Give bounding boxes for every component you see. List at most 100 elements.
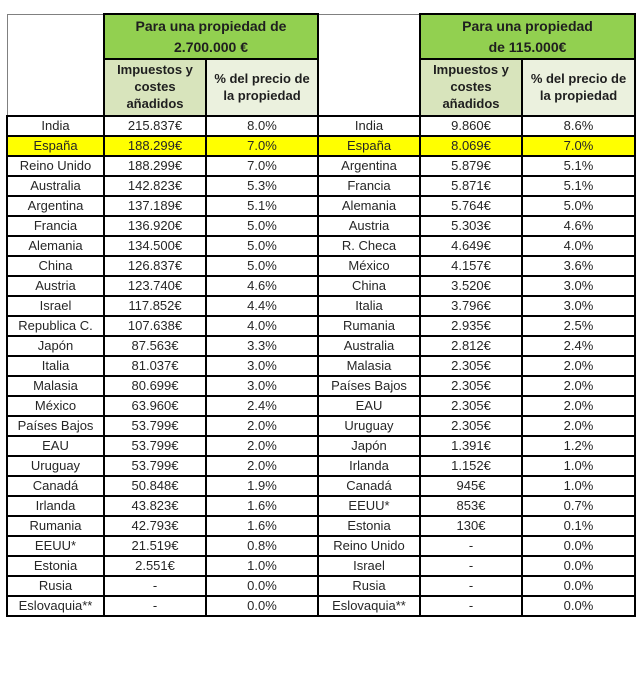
left-taxes-cell: 53.799€ bbox=[103, 435, 207, 457]
right-percent-cell: 8.6% bbox=[521, 115, 636, 137]
table-body: India 215.837€ 8.0% India 9.860€ 8.6% España 18… bbox=[6, 115, 636, 617]
left-percent-column-header: % del precio de la propiedad bbox=[205, 58, 319, 117]
table-row: Rusia -0.0% Rusia -0.0% bbox=[6, 575, 636, 597]
table-row: Estonia 2.551€ 1.0% Israel -0.0% bbox=[6, 555, 636, 577]
left-taxes-cell: 53.799€ bbox=[103, 415, 207, 437]
left-taxes-cell: 134.500€ bbox=[103, 235, 207, 257]
right-taxes-cell: 2.812€ bbox=[419, 335, 523, 357]
left-country-cell: Austria bbox=[6, 275, 105, 297]
table-row: Alemania 134.500€ 5.0% R. Checa 4.649€ 4.0% bbox=[6, 235, 636, 257]
right-country-cell: Malasia bbox=[317, 355, 421, 377]
table-row: México 63.960€ 2.4% EAU 2.305€ 2.0% bbox=[6, 395, 636, 417]
left-taxes-cell: 21.519€ bbox=[103, 535, 207, 557]
left-table-title: Para una propiedad de 2.700.000 € bbox=[103, 13, 319, 60]
left-taxes-cell: 63.960€ bbox=[103, 395, 207, 417]
table-row: Reino Unido 188.299€ 7.0% Argentina 5.879€ 5.… bbox=[6, 155, 636, 177]
left-country-cell: Alemania bbox=[6, 235, 105, 257]
right-percent-cell: 7.0% bbox=[521, 135, 636, 157]
left-country-cell: Uruguay bbox=[6, 455, 105, 477]
table-row: India 215.837€ 8.0% India 9.860€ 8.6% bbox=[6, 115, 636, 137]
right-taxes-cell: 8.069€ bbox=[419, 135, 523, 157]
left-taxes-cell: 43.823€ bbox=[103, 495, 207, 517]
left-country-cell: India bbox=[6, 115, 105, 137]
right-percent-cell: 5.0% bbox=[521, 195, 636, 217]
right-country-cell: Francia bbox=[317, 175, 421, 197]
left-percent-cell: 0.0% bbox=[205, 575, 319, 597]
right-taxes-cell: 853€ bbox=[419, 495, 523, 517]
left-percent-cell: 0.0% bbox=[205, 595, 319, 617]
left-country-cell: EEUU* bbox=[6, 535, 105, 557]
right-country-cell: Alemania bbox=[317, 195, 421, 217]
right-taxes-cell: 945€ bbox=[419, 475, 523, 497]
left-country-cell: Israel bbox=[6, 295, 105, 317]
right-taxes-cell: - bbox=[419, 535, 523, 557]
left-percent-cell: 5.0% bbox=[205, 235, 319, 257]
left-percent-cell: 3.0% bbox=[205, 375, 319, 397]
left-country-cell: España bbox=[6, 135, 105, 157]
sub-header-row: Impuestos y costes añadidos % del precio… bbox=[7, 58, 636, 117]
table-row: Uruguay 53.799€ 2.0% Irlanda 1.152€ 1.0% bbox=[6, 455, 636, 477]
left-country-cell: Canadá bbox=[6, 475, 105, 497]
right-taxes-cell: 5.303€ bbox=[419, 215, 523, 237]
left-taxes-cell: 123.740€ bbox=[103, 275, 207, 297]
left-percent-cell: 4.4% bbox=[205, 295, 319, 317]
left-taxes-cell: 137.189€ bbox=[103, 195, 207, 217]
right-percent-column-header: % del precio de la propiedad bbox=[521, 58, 636, 117]
empty-corner-cell bbox=[6, 13, 105, 117]
right-taxes-cell: 3.796€ bbox=[419, 295, 523, 317]
left-country-cell: Rumania bbox=[6, 515, 105, 537]
right-taxes-cell: 4.157€ bbox=[419, 255, 523, 277]
left-country-cell: Republica C. bbox=[6, 315, 105, 337]
right-country-cell: Canadá bbox=[317, 475, 421, 497]
right-country-cell: China bbox=[317, 275, 421, 297]
left-taxes-cell: 142.823€ bbox=[103, 175, 207, 197]
left-country-cell: Italia bbox=[6, 355, 105, 377]
left-percent-cell: 3.3% bbox=[205, 335, 319, 357]
left-country-cell: Irlanda bbox=[6, 495, 105, 517]
left-taxes-cell: 80.699€ bbox=[103, 375, 207, 397]
right-percent-cell: 2.0% bbox=[521, 355, 636, 377]
right-percent-cell: 1.0% bbox=[521, 475, 636, 497]
right-percent-cell: 0.0% bbox=[521, 595, 636, 617]
right-taxes-cell: 4.649€ bbox=[419, 235, 523, 257]
left-taxes-cell: 188.299€ bbox=[103, 135, 207, 157]
right-percent-cell: 5.1% bbox=[521, 175, 636, 197]
right-taxes-cell: 9.860€ bbox=[419, 115, 523, 137]
right-taxes-cell: 5.764€ bbox=[419, 195, 523, 217]
left-taxes-cell: 2.551€ bbox=[103, 555, 207, 577]
left-percent-cell: 2.0% bbox=[205, 415, 319, 437]
right-country-cell: R. Checa bbox=[317, 235, 421, 257]
right-country-cell: España bbox=[317, 135, 421, 157]
right-country-cell: EEUU* bbox=[317, 495, 421, 517]
right-percent-cell: 0.1% bbox=[521, 515, 636, 537]
left-taxes-cell: 188.299€ bbox=[103, 155, 207, 177]
left-taxes-cell: - bbox=[103, 595, 207, 617]
left-country-cell: Reino Unido bbox=[6, 155, 105, 177]
left-percent-cell: 1.6% bbox=[205, 515, 319, 537]
left-taxes-cell: 53.799€ bbox=[103, 455, 207, 477]
left-percent-cell: 1.9% bbox=[205, 475, 319, 497]
right-percent-cell: 0.0% bbox=[521, 575, 636, 597]
table-row: EAU 53.799€ 2.0% Japón 1.391€ 1.2% bbox=[6, 435, 636, 457]
right-taxes-cell: 2.935€ bbox=[419, 315, 523, 337]
left-taxes-cell: 107.638€ bbox=[103, 315, 207, 337]
right-country-cell: Eslovaquia** bbox=[317, 595, 421, 617]
left-taxes-cell: 215.837€ bbox=[103, 115, 207, 137]
right-country-cell: México bbox=[317, 255, 421, 277]
right-taxes-cell: - bbox=[419, 595, 523, 617]
left-taxes-cell: 42.793€ bbox=[103, 515, 207, 537]
left-percent-cell: 4.0% bbox=[205, 315, 319, 337]
right-taxes-column-header: Impuestos y costes añadidos bbox=[419, 58, 523, 117]
right-country-cell: India bbox=[317, 115, 421, 137]
right-percent-cell: 0.0% bbox=[521, 555, 636, 577]
right-percent-cell: 0.7% bbox=[521, 495, 636, 517]
right-percent-cell: 4.0% bbox=[521, 235, 636, 257]
right-percent-cell: 3.0% bbox=[521, 295, 636, 317]
right-country-cell: Argentina bbox=[317, 155, 421, 177]
left-country-cell: Malasia bbox=[6, 375, 105, 397]
right-country-cell: Irlanda bbox=[317, 455, 421, 477]
left-percent-cell: 7.0% bbox=[205, 155, 319, 177]
left-percent-cell: 5.0% bbox=[205, 255, 319, 277]
right-percent-cell: 4.6% bbox=[521, 215, 636, 237]
